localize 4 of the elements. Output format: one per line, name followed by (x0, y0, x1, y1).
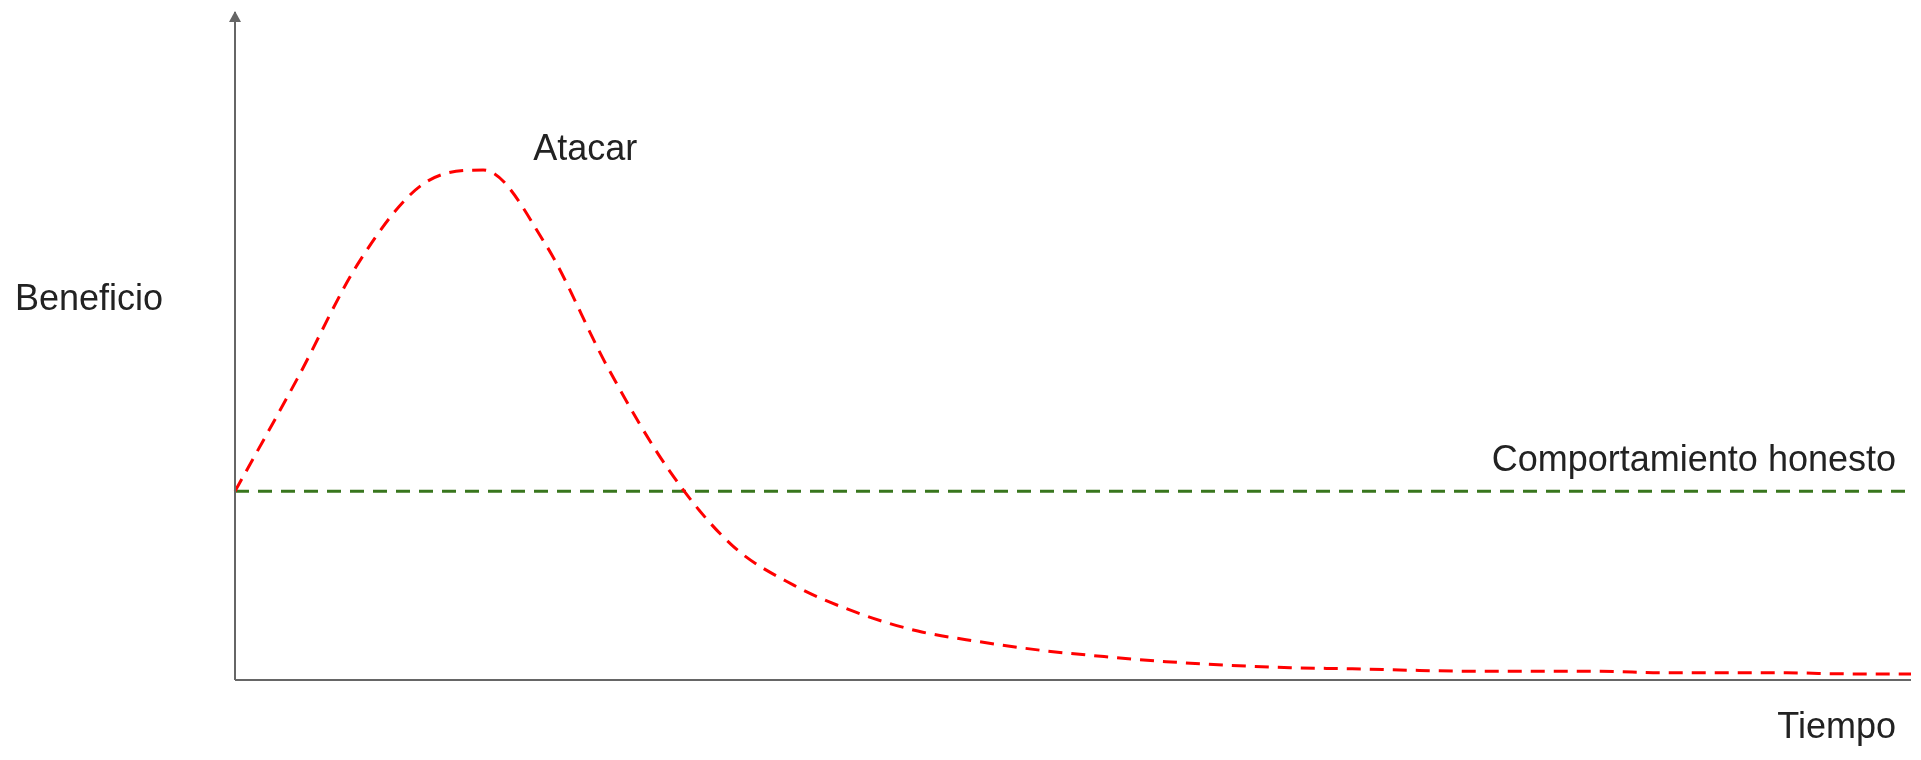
y-axis-title: Beneficio (15, 276, 164, 318)
series-label: Comportamiento honesto (1491, 438, 1896, 480)
series-label: Atacar (533, 127, 638, 168)
x-axis-title: Tiempo (1777, 704, 1896, 746)
